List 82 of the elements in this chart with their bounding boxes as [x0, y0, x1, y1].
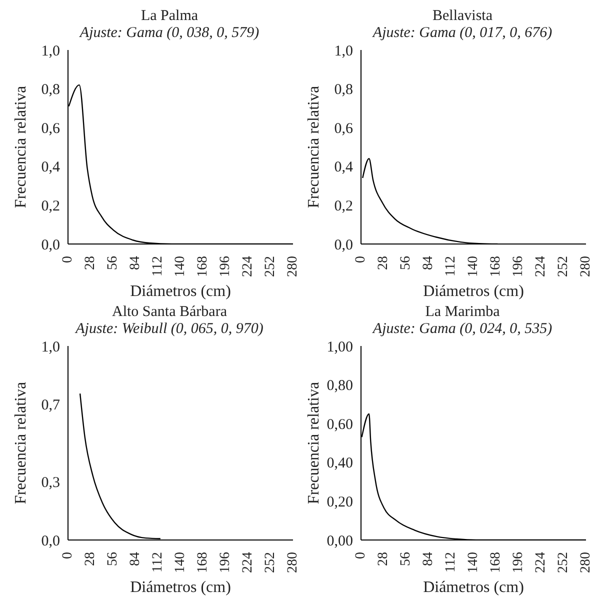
y-tick-label: 0,20: [326, 494, 353, 511]
x-tick-label: 0: [354, 256, 368, 263]
chart-title: La Marimba: [424, 304, 501, 321]
x-tick-label: 224: [534, 552, 548, 573]
x-tick-label: 168: [488, 552, 504, 573]
x-tick-label: 280: [286, 256, 300, 277]
y-tick-label: 0,6: [334, 120, 354, 137]
x-tick-label: 112: [150, 256, 166, 276]
x-tick-label: 56: [398, 256, 414, 270]
x-tick-label: 84: [128, 256, 143, 270]
x-tick-label: 56: [106, 552, 120, 566]
y-tick-label: 0,0: [41, 237, 60, 254]
y-tick-label: 0,80: [326, 378, 353, 394]
x-tick-label: 224: [534, 256, 548, 277]
y-tick-label: 1,0: [41, 339, 60, 356]
x-tick-label: 28: [376, 552, 391, 566]
x-tick-label: 56: [106, 256, 120, 270]
x-tick-label: 112: [150, 552, 166, 572]
x-axis-title: Diámetros (cm): [423, 283, 524, 300]
x-tick-label: 84: [128, 552, 143, 566]
x-tick-label: 168: [488, 256, 504, 277]
x-tick-label: 28: [376, 256, 391, 270]
x-tick-label: 252: [263, 552, 278, 573]
chart-title: Alto Santa Bárbara: [111, 304, 228, 321]
chart-title: Bellavista: [432, 8, 494, 25]
x-tick-label: 0: [60, 552, 76, 559]
y-tick-label: 0,2: [41, 198, 60, 215]
y-tick-label: 0,60: [326, 416, 353, 433]
x-tick-label: 224: [240, 552, 256, 573]
y-axis-title: Frecuencia relativa: [306, 86, 323, 208]
x-tick-label: 196: [218, 552, 233, 573]
y-tick-label: 0,8: [41, 82, 60, 98]
x-tick-label: 196: [218, 256, 233, 277]
x-tick-label: 168: [196, 552, 210, 573]
x-tick-label: 112: [444, 552, 458, 572]
x-tick-label: 196: [511, 552, 526, 573]
x-tick-label: 56: [398, 552, 414, 566]
x-tick-label: 140: [173, 256, 188, 277]
x-tick-label: 168: [196, 256, 210, 277]
y-tick-label: 0,0: [41, 533, 60, 550]
y-axis-title: Frecuencia relativa: [306, 382, 323, 504]
x-tick-label: 280: [286, 552, 300, 573]
x-tick-label: 84: [421, 552, 436, 566]
y-tick-label: 0,2: [334, 198, 353, 215]
x-tick-label: 0: [354, 552, 368, 559]
y-axis-title: Frecuencia relativa: [12, 382, 30, 504]
chart-subtitle: Ajuste: Weibull (0, 065, 0, 970): [74, 321, 264, 338]
y-tick-label: 0,3: [41, 475, 60, 492]
x-tick-label: 84: [421, 256, 436, 270]
y-tick-label: 0,4: [334, 160, 354, 176]
y-tick-label: 0,00: [326, 533, 353, 550]
x-axis-title: Diámetros (cm): [130, 579, 231, 596]
x-tick-label: 280: [578, 552, 594, 573]
chart-subtitle: Ajuste: Gama (0, 017, 0, 676): [371, 25, 554, 42]
chart-title: La Palma: [140, 8, 200, 25]
y-tick-label: 1,00: [326, 339, 353, 356]
x-tick-label: 140: [466, 256, 481, 277]
y-axis-title: Frecuencia relativa: [12, 86, 30, 208]
y-tick-label: 1,0: [41, 43, 60, 60]
y-tick-label: 0,40: [326, 456, 353, 472]
x-axis-title: Diámetros (cm): [423, 579, 524, 596]
chart-subtitle: Ajuste: Gama (0, 038, 0, 579): [78, 25, 260, 42]
x-tick-label: 196: [511, 256, 526, 277]
y-tick-label: 0,7: [41, 398, 60, 414]
x-tick-label: 252: [556, 552, 571, 573]
y-tick-label: 0,8: [334, 82, 353, 98]
x-tick-label: 140: [173, 552, 188, 573]
y-tick-label: 0,0: [334, 237, 353, 254]
x-tick-label: 140: [466, 552, 481, 573]
x-tick-label: 252: [556, 256, 571, 277]
y-tick-label: 1,0: [334, 43, 353, 60]
y-tick-label: 0,6: [41, 120, 60, 137]
x-tick-label: 112: [444, 256, 458, 276]
chart-subtitle: Ajuste: Gama (0, 024, 0, 535): [371, 321, 554, 338]
y-tick-label: 0,4: [41, 160, 60, 176]
x-tick-label: 280: [578, 256, 594, 277]
x-tick-label: 28: [83, 552, 98, 566]
x-axis-title: Diámetros (cm): [130, 283, 231, 300]
x-tick-label: 224: [240, 256, 256, 277]
x-tick-label: 28: [83, 256, 98, 270]
x-tick-label: 0: [60, 256, 76, 263]
x-tick-label: 252: [263, 256, 278, 277]
